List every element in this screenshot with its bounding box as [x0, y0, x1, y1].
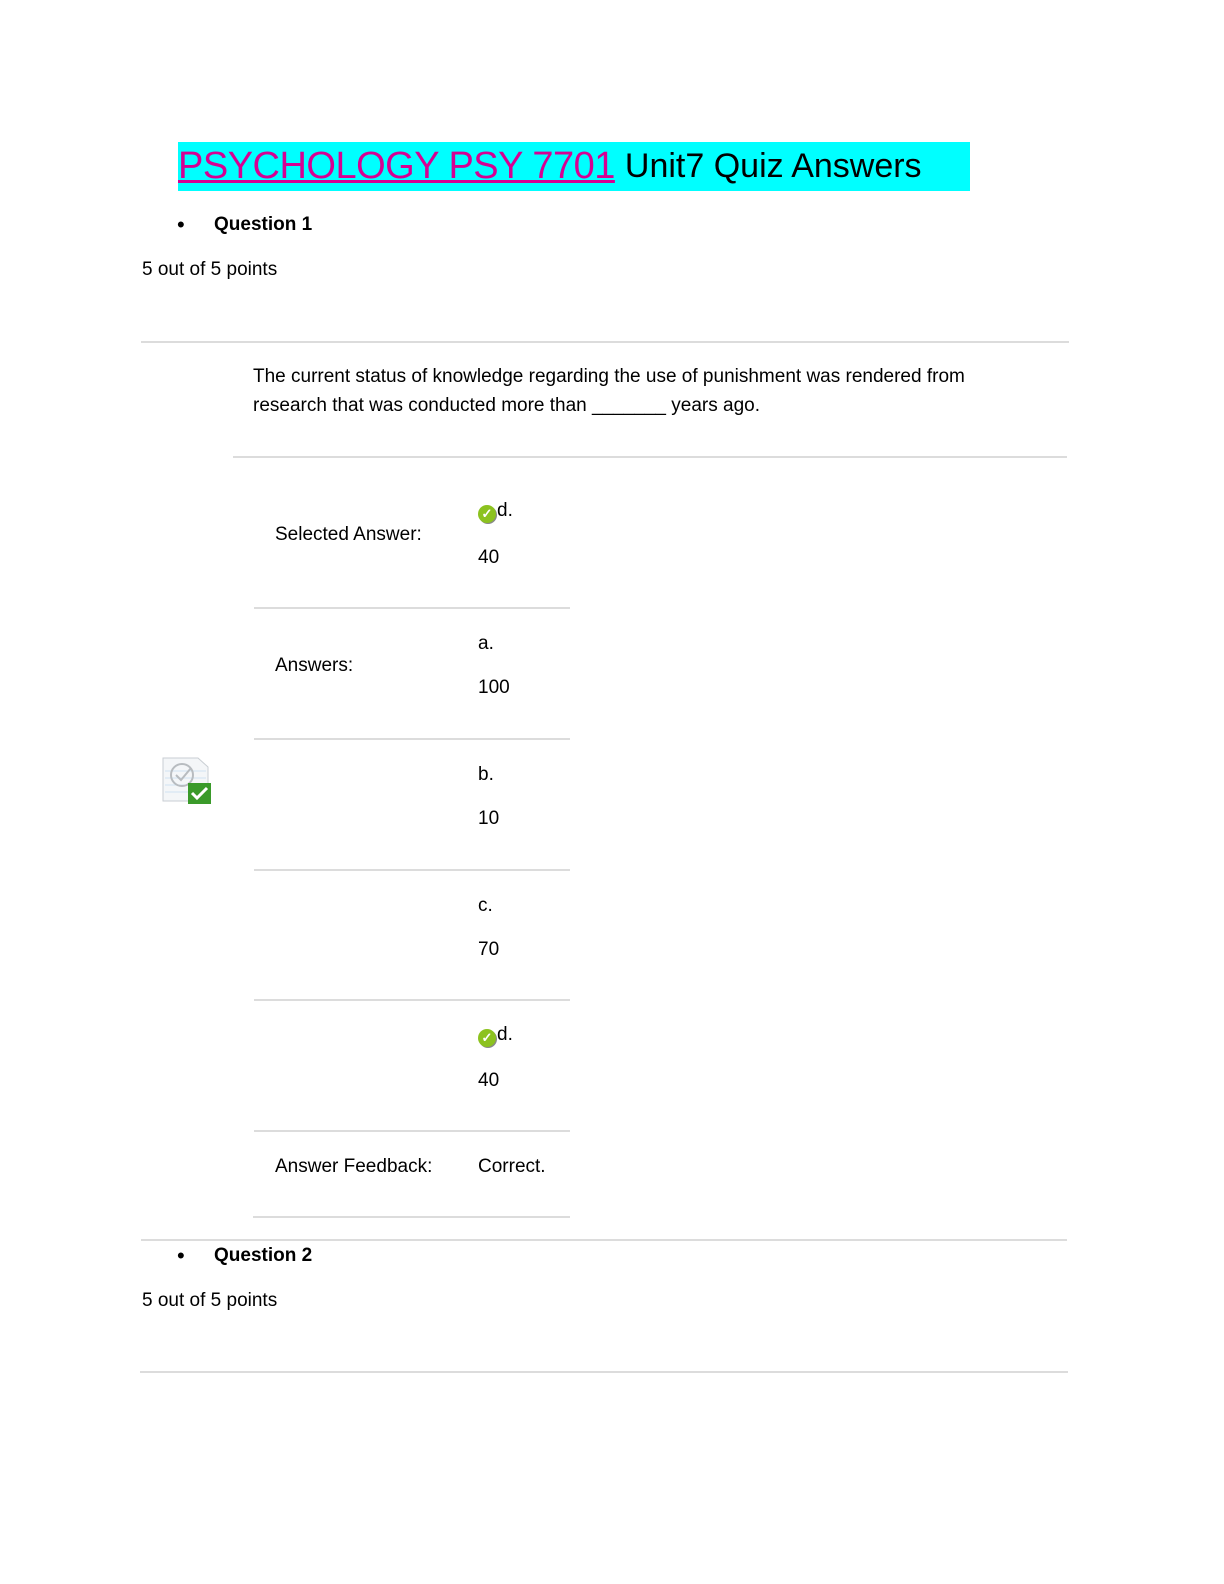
divider: [254, 999, 570, 1001]
answer-b-value: 10: [478, 808, 500, 829]
feedback-value: Correct.: [478, 1156, 546, 1177]
question-1-text-line1: The current status of knowledge regardin…: [253, 366, 965, 387]
question-1-label: Question 1: [214, 214, 313, 235]
bullet: •: [177, 1243, 185, 1268]
question-1-text-line2: research that was conducted more than __…: [253, 395, 760, 416]
question-2-score: 5 out of 5 points: [142, 1290, 278, 1311]
question-2-label: Question 2: [214, 1245, 313, 1266]
selected-answer-letter: ✓ d.: [478, 500, 513, 523]
answers-label: Answers:: [275, 655, 354, 676]
correct-check-icon: ✓: [478, 505, 496, 523]
title-text: Unit7 Quiz Answers: [624, 147, 922, 185]
divider: [141, 1239, 1067, 1241]
selected-answer-label: Selected Answer:: [275, 524, 422, 545]
answer-b-letter: b.: [478, 764, 494, 785]
divider: [254, 607, 570, 609]
answer-a-letter: a.: [478, 633, 494, 654]
graded-correct-icon: [162, 757, 211, 804]
feedback-label: Answer Feedback:: [275, 1156, 433, 1177]
answer-d-letter: ✓ d.: [478, 1024, 513, 1047]
divider: [254, 738, 570, 740]
divider: [254, 869, 570, 871]
correct-check-icon: ✓: [478, 1029, 496, 1047]
divider: [253, 1216, 570, 1218]
answer-c-letter: c.: [478, 895, 493, 916]
divider: [254, 1130, 570, 1132]
divider: [141, 341, 1069, 343]
divider: [233, 456, 1067, 458]
title-link[interactable]: PSYCHOLOGY PSY 7701: [178, 145, 615, 187]
selected-answer-value: 40: [478, 547, 500, 568]
answer-a-value: 100: [478, 677, 510, 698]
bullet: •: [177, 212, 185, 237]
question-1-score: 5 out of 5 points: [142, 259, 278, 280]
divider: [140, 1371, 1068, 1373]
document-title: PSYCHOLOGY PSY 7701 Unit7 Quiz Answers: [178, 142, 970, 191]
answer-d-value: 40: [478, 1070, 500, 1091]
answer-c-value: 70: [478, 939, 500, 960]
